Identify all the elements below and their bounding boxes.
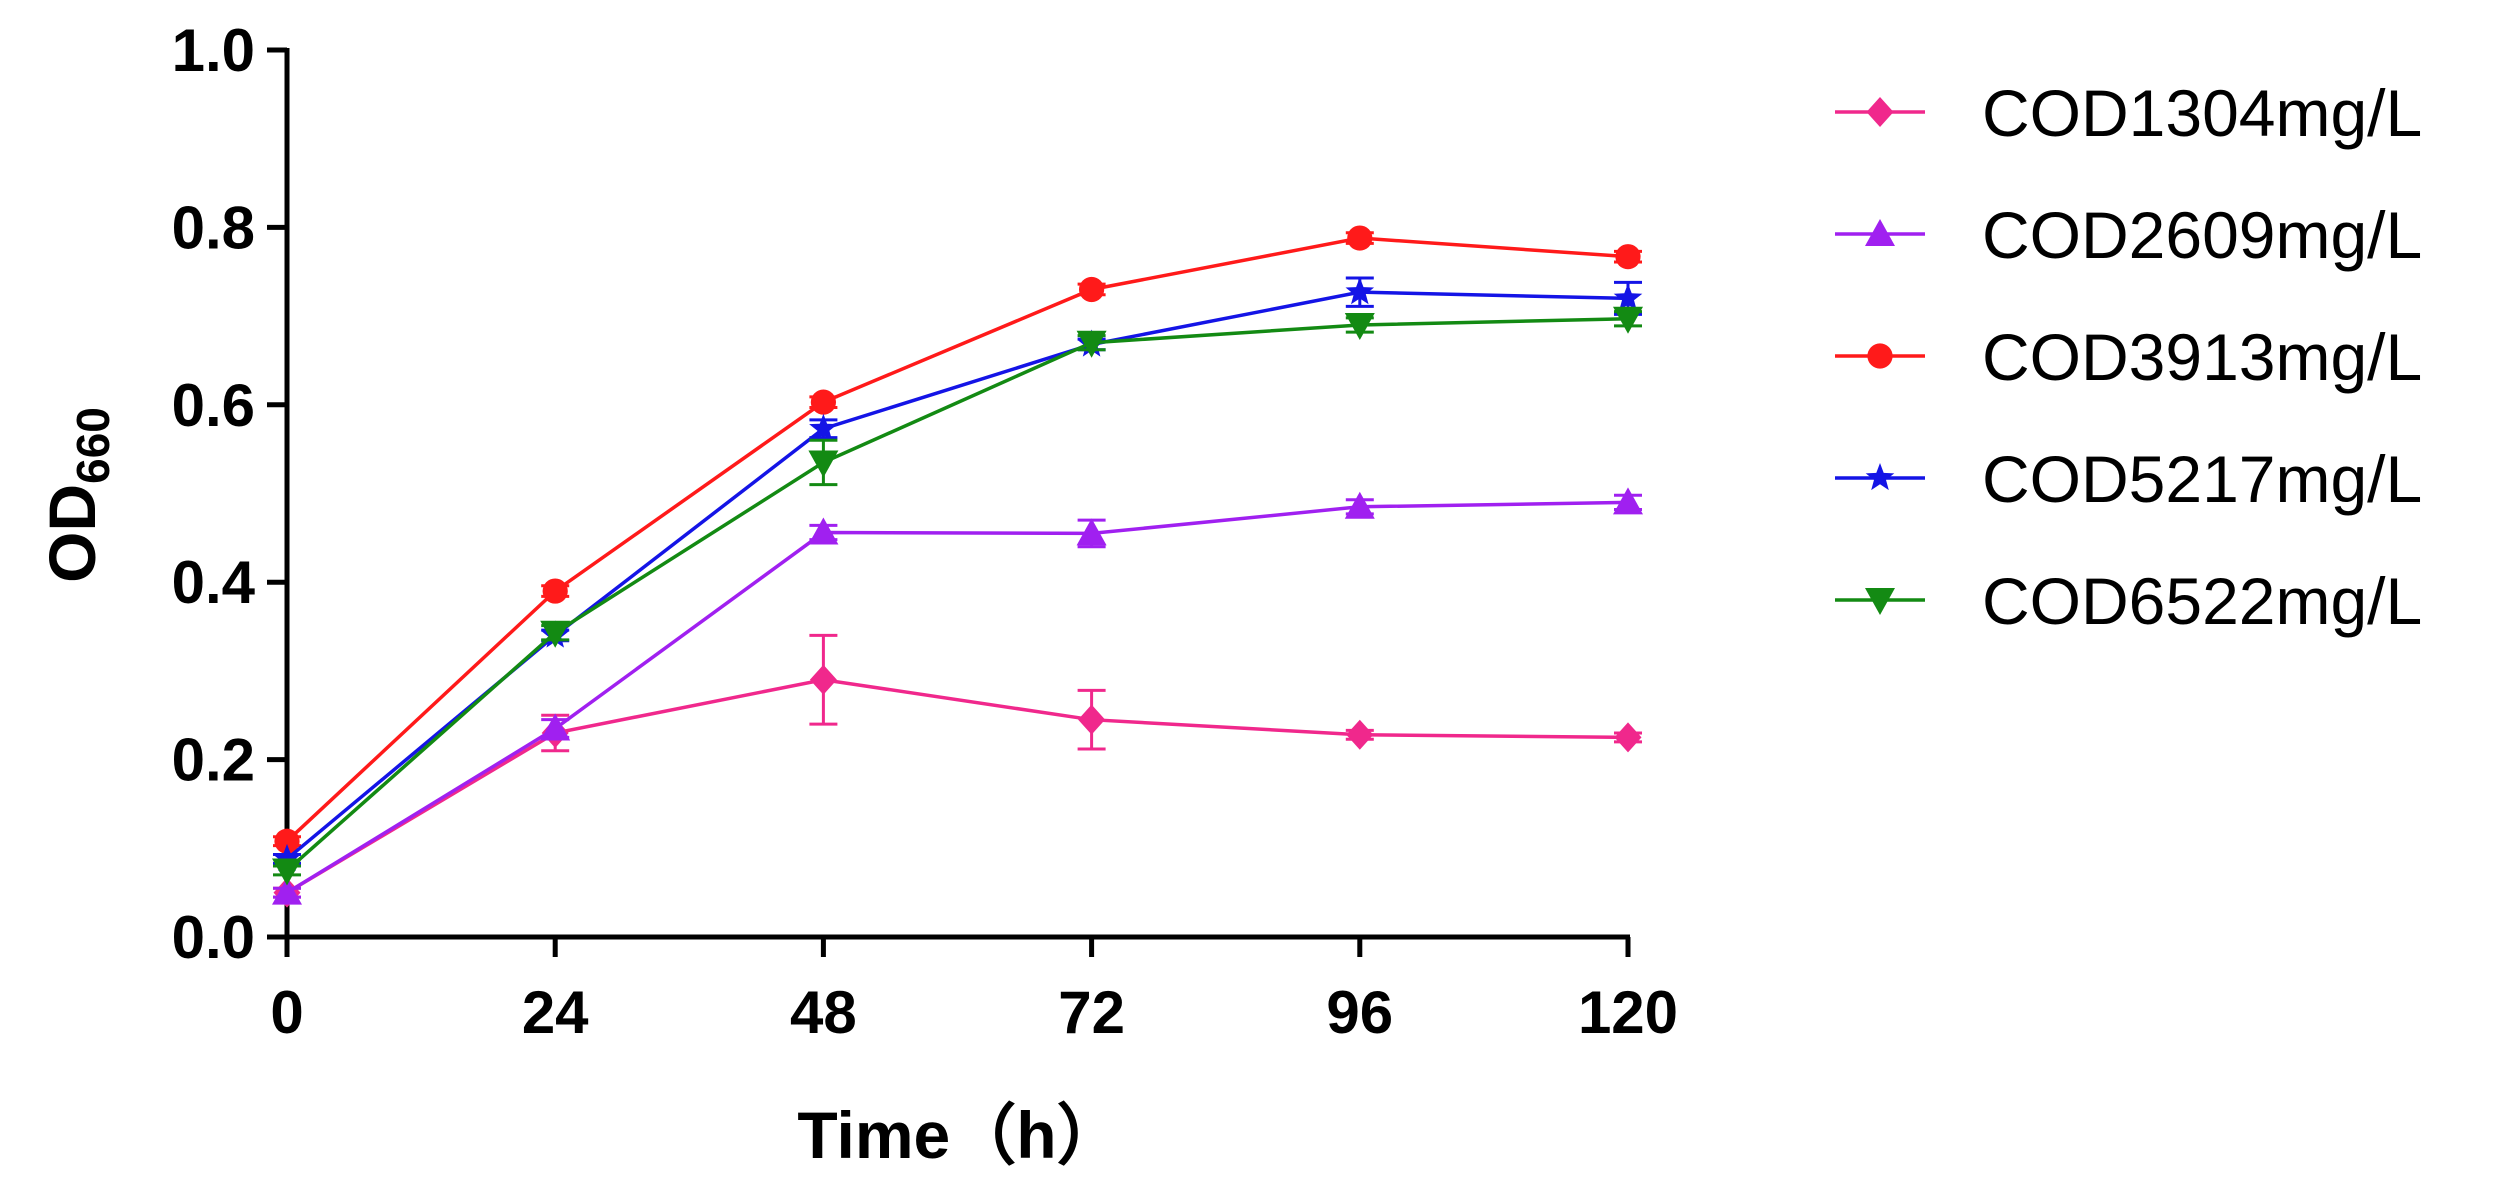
data-point-circle	[1079, 276, 1105, 303]
series-line	[286, 500, 1629, 895]
series-3	[272, 276, 1643, 872]
series-line	[286, 677, 1629, 895]
legend-label: COD3913mg/L	[1982, 320, 2422, 394]
data-point-circle	[1867, 343, 1893, 369]
data-point-diamond	[1866, 97, 1894, 127]
y-tick-label: 0.0	[172, 904, 255, 971]
data-point-circle	[274, 828, 300, 854]
series-0	[273, 633, 1642, 908]
x-tick-label: 24	[522, 979, 589, 1046]
data-point-triangle-down	[272, 858, 302, 886]
data-point-star	[272, 843, 302, 872]
series-4	[272, 306, 1643, 886]
legend: COD1304mg/L COD2609mg/L COD3913mg/L COD5217…	[1835, 76, 2422, 638]
legend-label: COD1304mg/L	[1982, 76, 2422, 150]
data-point-diamond	[809, 664, 837, 695]
data-point-triangle-down	[808, 450, 839, 478]
data-point-triangle-up	[1076, 518, 1107, 546]
data-point-triangle-up	[540, 713, 571, 741]
data-point-diamond	[1614, 722, 1642, 753]
data-point-star	[1865, 463, 1895, 491]
legend-label: COD6522mg/L	[1982, 564, 2422, 638]
legend-item-0: COD1304mg/L	[1835, 76, 2422, 150]
data-point-triangle-up	[1344, 491, 1375, 519]
series-line	[285, 236, 1629, 843]
data-point-star	[1613, 283, 1643, 311]
legend-item-3: COD5217mg/L	[1835, 442, 2422, 516]
x-tick-label: 72	[1058, 979, 1125, 1046]
data-point-triangle-down	[1865, 588, 1895, 615]
data-point-diamond	[1078, 704, 1106, 735]
y-tick-label: 1.0	[172, 17, 255, 84]
data-point-star	[809, 413, 838, 441]
data-point-circle	[1615, 244, 1641, 270]
legend-label: COD2609mg/L	[1982, 198, 2422, 272]
y-tick-label: 0.4	[172, 549, 256, 616]
series-2	[273, 225, 1642, 854]
axes: 0.0 0.2 0.4 0.6 0.8 1.0 0 24 48 72 96 120	[172, 17, 1678, 1046]
y-axis-title: OD660	[35, 407, 119, 583]
data-point-diamond	[1346, 719, 1374, 750]
legend-item-1: COD2609mg/L	[1835, 198, 2422, 272]
x-tick-label: 0	[270, 979, 303, 1046]
y-tick-label: 0.2	[172, 727, 255, 794]
data-point-triangle-up	[272, 877, 302, 905]
data-point-triangle-down	[540, 620, 571, 648]
legend-label: COD5217mg/L	[1982, 442, 2422, 516]
data-point-triangle-up	[1613, 487, 1643, 515]
series-layer	[272, 225, 1643, 908]
data-point-triangle-down	[1613, 306, 1643, 334]
legend-item-2: COD3913mg/L	[1835, 320, 2422, 394]
data-point-circle	[542, 578, 568, 604]
data-point-triangle-up	[808, 517, 839, 545]
data-point-triangle-down	[1076, 330, 1107, 358]
y-tick-label: 0.8	[172, 194, 255, 261]
series-line	[285, 317, 1629, 872]
y-axis-title-main: OD	[35, 484, 109, 583]
data-point-circle	[810, 389, 837, 415]
x-axis-title: Time（h）	[797, 1098, 1122, 1172]
x-tick-label: 96	[1326, 979, 1393, 1046]
data-point-circle	[1347, 225, 1373, 251]
x-tick-label: 48	[790, 979, 857, 1046]
data-point-triangle-up	[1865, 219, 1895, 246]
data-point-triangle-down	[1344, 312, 1375, 340]
x-tick-label: 120	[1578, 979, 1678, 1046]
legend-item-4: COD6522mg/L	[1835, 564, 2422, 638]
y-tick-label: 0.6	[172, 372, 255, 439]
series-1	[272, 487, 1643, 905]
data-point-star	[1345, 277, 1375, 305]
y-axis-title-subscript: 660	[67, 407, 119, 484]
